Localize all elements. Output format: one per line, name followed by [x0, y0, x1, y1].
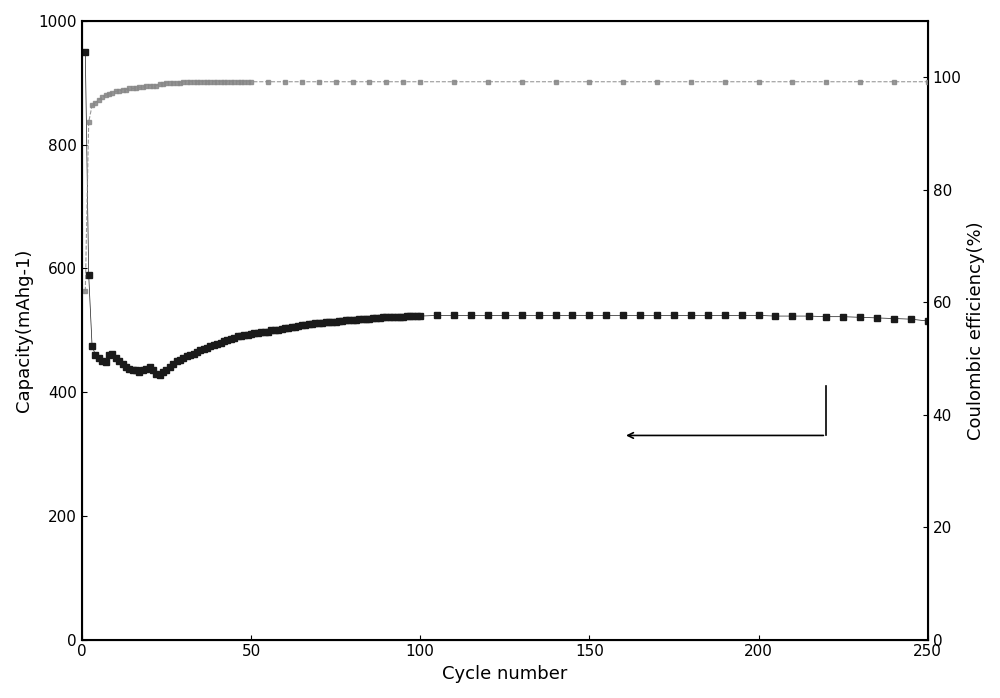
Y-axis label: Coulombic efficiency(%): Coulombic efficiency(%) — [967, 221, 985, 440]
Y-axis label: Capacity(mAhg-1): Capacity(mAhg-1) — [15, 248, 33, 412]
X-axis label: Cycle number: Cycle number — [442, 665, 568, 683]
